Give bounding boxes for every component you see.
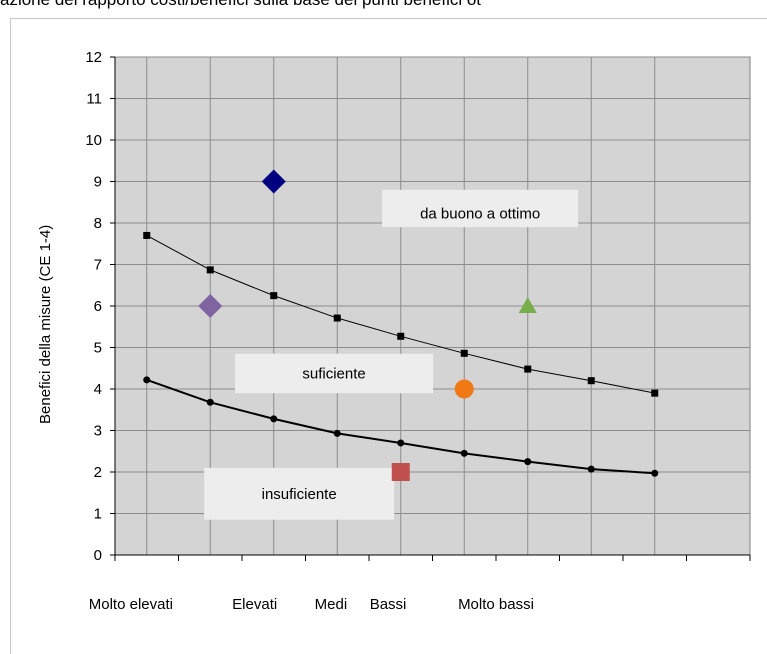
upper-curve-point [270, 292, 278, 300]
lower-curve-point [651, 469, 659, 477]
x-category-label: Bassi [370, 596, 407, 613]
y-tick-label: 11 [86, 91, 102, 108]
y-tick-label: 10 [85, 132, 102, 149]
upper-curve-point [206, 266, 214, 274]
upper-curve-point [524, 365, 532, 373]
x-category-label: Elevati [232, 596, 277, 613]
upper-curve-point [460, 349, 468, 357]
y-tick-label: 3 [94, 423, 102, 440]
lower-curve-point [397, 439, 405, 447]
x-category-label: Medi [315, 596, 348, 613]
zone-high-box [382, 189, 579, 228]
y-tick-label: 5 [94, 340, 102, 357]
data-markers [198, 169, 537, 481]
lower-curve-point [333, 429, 341, 437]
lower-curve-point [460, 449, 468, 457]
zone-label-low: insuficiente [262, 486, 337, 503]
threshold-curves [143, 231, 659, 477]
upper-curve-point [333, 314, 341, 322]
zone-high: da buono a ottimo [382, 189, 579, 228]
zone-low: insuficiente [204, 467, 395, 520]
lower-curve-point [206, 398, 214, 406]
y-axis-label: Benefici della misure (CE 1-4) [37, 225, 54, 424]
chart-caption: azione del rapporto costi/benefici sulla… [0, 0, 481, 10]
zone-mid-box [235, 353, 434, 394]
upper-curve-point [587, 377, 595, 385]
lower-curve-point [587, 465, 595, 473]
triangle-marker [518, 297, 537, 313]
diamond-marker [261, 169, 286, 194]
zone-label-mid: suficiente [302, 365, 365, 382]
y-tick-label: 12 [85, 49, 102, 66]
upper-curve-point [143, 231, 151, 239]
zone-low-box [204, 467, 395, 520]
zone-label-high: da buono a ottimo [420, 205, 540, 222]
y-tick-label: 0 [94, 547, 102, 564]
diamond-marker [198, 294, 223, 318]
lower-curve-point [270, 415, 278, 423]
circle-marker [454, 379, 474, 399]
upper-curve-point [397, 332, 405, 340]
y-tick-label: 8 [94, 215, 102, 232]
x-category-labels: Molto elevati Elevati Medi Bassi Molto bassi [89, 596, 534, 613]
x-category-label: Molto elevati [89, 596, 173, 613]
chart-frame [10, 18, 767, 654]
y-tick-label: 7 [94, 257, 102, 274]
lower-curve-point [524, 458, 532, 466]
y-tick-label: 1 [94, 506, 102, 523]
upper-curve-point [651, 389, 659, 397]
zone-mid: suficiente [235, 353, 434, 394]
zone-labels: da buono a ottimo suficiente insuficient… [204, 189, 579, 520]
x-category-label: Molto bassi [458, 596, 534, 613]
y-tick-label: 4 [94, 381, 102, 398]
square-marker [391, 463, 410, 481]
y-tick-label: 9 [94, 174, 102, 191]
grid-lines [114, 56, 751, 561]
y-tick-label: 6 [94, 298, 102, 315]
lower-curve-point [143, 376, 151, 384]
y-tick-label: 2 [94, 464, 102, 481]
